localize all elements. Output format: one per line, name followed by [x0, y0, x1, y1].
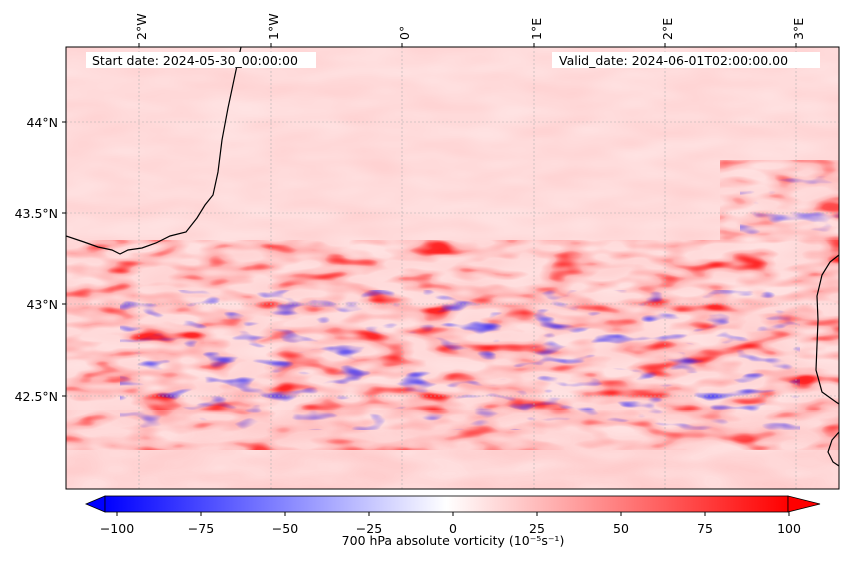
colorbar-label: 700 hPa absolute vorticity (10⁻⁵s⁻¹)	[342, 533, 565, 548]
colorbar-gradient	[104, 495, 789, 513]
colorbar-ticks: −100 −75 −50 −25 0 25 50 75 100	[100, 512, 801, 536]
colorbar-tick-label: −100	[100, 521, 134, 536]
lon-tick-2w: 2°W	[134, 13, 149, 40]
colorbar-min-arrow	[84, 495, 106, 513]
colorbar-tick-label: 50	[613, 521, 629, 536]
valid-date-box	[552, 52, 820, 68]
colorbar-tick-label: −50	[272, 521, 298, 536]
lon-tick-2e: 2°E	[660, 18, 675, 40]
colorbar-tick-label: −25	[356, 521, 382, 536]
lat-tick-44n: 44°N	[26, 115, 58, 130]
lat-tick-43n: 43°N	[26, 297, 58, 312]
gridlines	[66, 47, 839, 489]
lat-tick-labels: 44°N 43.5°N 43°N 42.5°N	[15, 115, 66, 404]
colorbar-tick-label: 0	[449, 521, 457, 536]
vorticity-field	[66, 47, 839, 489]
lat-tick-42-5n: 42.5°N	[15, 389, 58, 404]
lon-tick-labels: 2°W 1°W 0° 1°E 2°E 3°E	[134, 13, 806, 47]
start-date-box	[86, 52, 316, 68]
colorbar-tick-label: 75	[697, 521, 713, 536]
colorbar: −100 −75 −50 −25 0 25 50 75 100 700 hPa absolute…	[84, 495, 821, 548]
colorbar-tick-label: 25	[529, 521, 545, 536]
map-frame	[65, 46, 840, 490]
lon-tick-1w: 1°W	[266, 13, 281, 40]
lon-tick-1e: 1°E	[529, 18, 544, 40]
colorbar-tick-label: −75	[188, 521, 214, 536]
valid-date-label: Valid_date: 2024-06-01T02:00:00.00	[559, 53, 788, 68]
start-date-label: Start date: 2024-05-30_00:00:00	[92, 53, 298, 68]
lon-tick-3e: 3°E	[791, 18, 806, 40]
lat-tick-43-5n: 43.5°N	[15, 206, 58, 221]
lon-tick-0: 0°	[397, 26, 412, 40]
coastline	[66, 47, 839, 467]
colorbar-max-arrow	[787, 495, 821, 513]
colorbar-tick-label: 100	[777, 521, 801, 536]
